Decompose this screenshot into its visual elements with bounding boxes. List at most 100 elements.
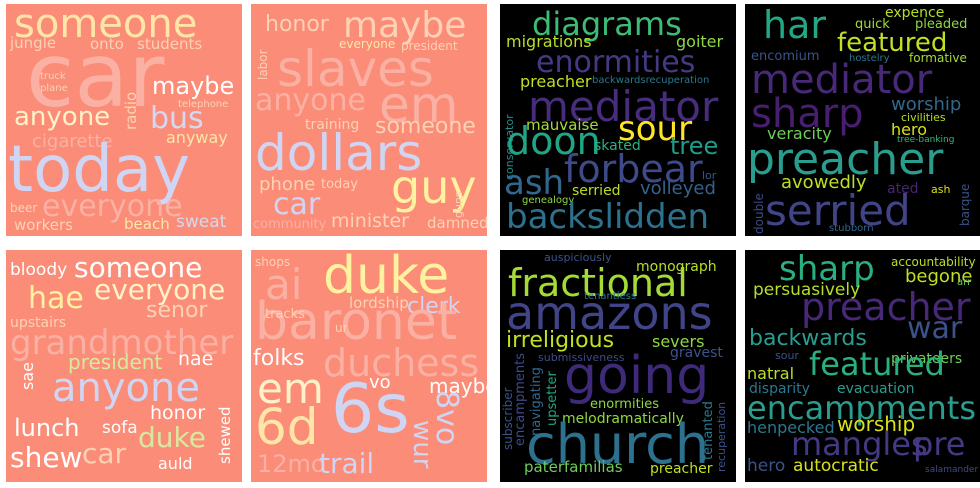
cloud-word: truck (40, 71, 66, 82)
cloud-word: ash (931, 183, 951, 196)
cloud-word: duke (323, 250, 450, 306)
cloud-word: encampments (747, 389, 977, 427)
cloud-word: war (907, 311, 963, 346)
cloud-word: church (526, 413, 710, 476)
cloud-word: subscriber (501, 387, 515, 450)
cloud-word: damned (427, 214, 487, 232)
cloud-word: preacher (801, 285, 971, 329)
cloud-word: encomium (751, 49, 820, 64)
wordcloud-panel-3: diagrams migrations goiter enormities pr… (500, 4, 736, 236)
cloud-word: shewed (216, 406, 234, 464)
cloud-word: privateers (891, 351, 963, 367)
cloud-word: everyone (339, 37, 396, 51)
cloud-word: nae (178, 348, 214, 370)
cloud-word: worship (837, 412, 916, 436)
cloud-word: anyone (14, 102, 111, 132)
cloud-word: sour (618, 109, 693, 149)
cloud-word: anyone (255, 83, 366, 118)
cloud-word: doon (506, 119, 601, 163)
cloud-word: car (82, 437, 127, 470)
cloud-word: jungle (10, 34, 57, 52)
cloud-word: guy (391, 160, 477, 214)
cloud-word: stubborn (829, 223, 874, 234)
cloud-word: auspiciously (544, 251, 612, 264)
cloud-word: goiter (676, 32, 724, 51)
cloud-word: anyway (166, 128, 228, 147)
wordcloud-panel-1: someone car jungle onto students truck p… (6, 4, 242, 236)
cloud-word: serried (765, 186, 911, 235)
cloud-word: honor (265, 12, 329, 37)
cloud-word: recuperation (715, 401, 728, 472)
cloud-word: genealogy (522, 195, 575, 206)
cloud-word: featured (837, 28, 948, 58)
cloud-word: avowedly (781, 172, 867, 193)
cloud-word: disparity (749, 381, 810, 397)
cloud-word: sofa (102, 418, 138, 438)
cloud-word: beer (10, 201, 38, 215)
cloud-word: 6s (331, 370, 410, 449)
cloud-word: diagrams (532, 5, 682, 43)
cloud-word: slaves (277, 40, 434, 98)
cloud-word: mangles (791, 425, 928, 463)
cloud-word: arr (957, 277, 972, 288)
cloud-word: mediator (751, 57, 933, 103)
cloud-word: duchess (323, 341, 480, 385)
cloud-word: hostelry (849, 53, 890, 64)
cloud-word: grandmother (10, 323, 234, 363)
cloud-word: hero (747, 456, 786, 476)
cloud-word: maybe (343, 5, 467, 46)
cloud-word: severs (652, 332, 705, 351)
cloud-word: clerk (407, 294, 461, 319)
cloud-word: salamander (925, 465, 979, 475)
cloud-word: begone (905, 266, 973, 287)
cloud-word: ai (265, 260, 303, 309)
cloud-word: accountability (891, 255, 976, 269)
cloud-word: someone (74, 251, 203, 284)
cloud-word: wur (407, 420, 437, 469)
cloud-word: trail (319, 447, 375, 480)
cloud-word: mediator (528, 82, 719, 131)
cloud-word: pre (913, 425, 966, 463)
cloud-word: plane (40, 83, 68, 94)
cloud-word: beach (124, 215, 170, 233)
cloud-word: skated (594, 138, 641, 154)
cloud-word: lunch (14, 414, 80, 442)
wordcloud-panel-2: honor maybe everyone president labor sla… (251, 4, 487, 236)
cloud-word: everyone (94, 273, 226, 306)
cloud-word: backwards (749, 326, 867, 351)
cloud-word: serried (572, 183, 621, 199)
cloud-word: maybe (429, 374, 487, 398)
cloud-word: shew (10, 441, 83, 474)
cloud-word: formative (909, 51, 967, 65)
wordcloud-panel-4: har expence quick pleaded featured encom… (745, 4, 980, 236)
cloud-word: worship (891, 94, 962, 115)
cloud-word: veracity (767, 124, 832, 143)
cloud-word: shops (255, 255, 291, 269)
cloud-word: ated (887, 181, 919, 197)
cloud-word: sharp (751, 91, 864, 137)
cloud-word: tree (670, 132, 719, 160)
cloud-word: someone (14, 4, 198, 47)
cloud-word: monograph (636, 259, 717, 275)
cloud-word: 6d (255, 398, 319, 456)
cloud-word: today (8, 133, 190, 207)
cloud-word: training (305, 117, 360, 133)
wordcloud-panel-8: sharp accountability begone arr persuasi… (745, 250, 980, 482)
cloud-word: tenantless (584, 291, 637, 302)
cloud-word: anyone (52, 365, 200, 411)
cloud-word: car (273, 187, 321, 222)
cloud-word: lor (702, 169, 717, 182)
cloud-word: amazons (506, 286, 713, 340)
cloud-word: community (253, 217, 327, 232)
cloud-word: 12mo (257, 450, 326, 478)
cloud-word: persuasively (753, 280, 861, 300)
cloud-word: bus (150, 101, 204, 136)
cloud-word: quick (855, 17, 890, 32)
cloud-word: ur (335, 321, 348, 335)
cloud-word: henpecked (747, 418, 835, 437)
cloud-word: auld (158, 454, 193, 473)
cloud-word: sae (18, 362, 37, 390)
cloud-word: em (379, 76, 459, 134)
cloud-word: preacher (650, 461, 713, 477)
cloud-word: tracks (265, 307, 305, 322)
